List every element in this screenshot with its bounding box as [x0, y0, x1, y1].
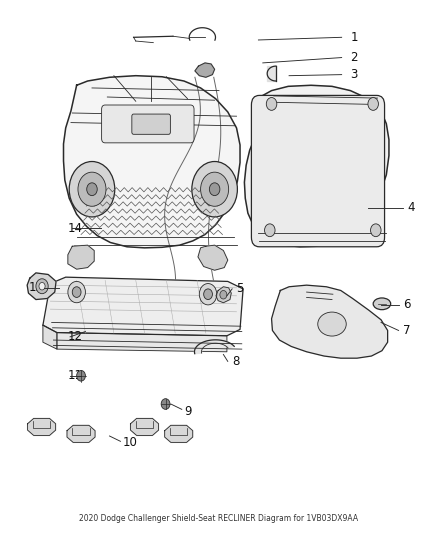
FancyBboxPatch shape	[132, 114, 170, 134]
FancyBboxPatch shape	[102, 105, 194, 143]
Circle shape	[78, 172, 106, 206]
Text: 3: 3	[350, 68, 358, 81]
Polygon shape	[57, 333, 227, 352]
Polygon shape	[195, 63, 215, 77]
Text: 6: 6	[403, 298, 410, 311]
Polygon shape	[244, 85, 389, 247]
Polygon shape	[165, 425, 193, 442]
Circle shape	[161, 399, 170, 409]
Circle shape	[204, 289, 212, 300]
Polygon shape	[43, 325, 57, 349]
Circle shape	[220, 290, 227, 299]
Text: 11: 11	[68, 369, 83, 382]
Circle shape	[39, 282, 45, 290]
Circle shape	[192, 161, 237, 217]
Circle shape	[201, 172, 229, 206]
Text: 2020 Dodge Challenger Shield-Seat RECLINER Diagram for 1VB03DX9AA: 2020 Dodge Challenger Shield-Seat RECLIN…	[79, 514, 359, 523]
Polygon shape	[43, 277, 243, 336]
Polygon shape	[27, 273, 56, 300]
Text: 1: 1	[350, 31, 358, 44]
Circle shape	[77, 370, 85, 381]
Polygon shape	[198, 245, 228, 270]
Text: 4: 4	[407, 201, 415, 214]
Circle shape	[266, 98, 277, 110]
Polygon shape	[131, 418, 159, 435]
Circle shape	[199, 284, 217, 305]
Polygon shape	[64, 76, 240, 248]
Polygon shape	[68, 245, 94, 269]
Ellipse shape	[373, 298, 391, 310]
Polygon shape	[67, 425, 95, 442]
Circle shape	[209, 183, 220, 196]
Text: 13: 13	[28, 281, 43, 294]
Circle shape	[69, 161, 115, 217]
Circle shape	[371, 224, 381, 237]
Text: 7: 7	[403, 324, 410, 337]
FancyBboxPatch shape	[251, 95, 385, 247]
Ellipse shape	[318, 312, 346, 336]
Circle shape	[87, 183, 97, 196]
Polygon shape	[194, 340, 234, 354]
Polygon shape	[28, 418, 56, 435]
Circle shape	[72, 287, 81, 297]
Circle shape	[36, 279, 48, 294]
Polygon shape	[272, 285, 388, 358]
Circle shape	[368, 98, 378, 110]
Text: 10: 10	[123, 436, 138, 449]
Circle shape	[265, 224, 275, 237]
Text: 14: 14	[68, 222, 83, 235]
Text: 12: 12	[68, 330, 83, 343]
Circle shape	[68, 281, 85, 303]
Text: 8: 8	[232, 355, 240, 368]
Text: 9: 9	[184, 405, 191, 418]
Polygon shape	[216, 287, 231, 303]
Text: 5: 5	[237, 282, 244, 295]
Text: 2: 2	[350, 51, 358, 64]
